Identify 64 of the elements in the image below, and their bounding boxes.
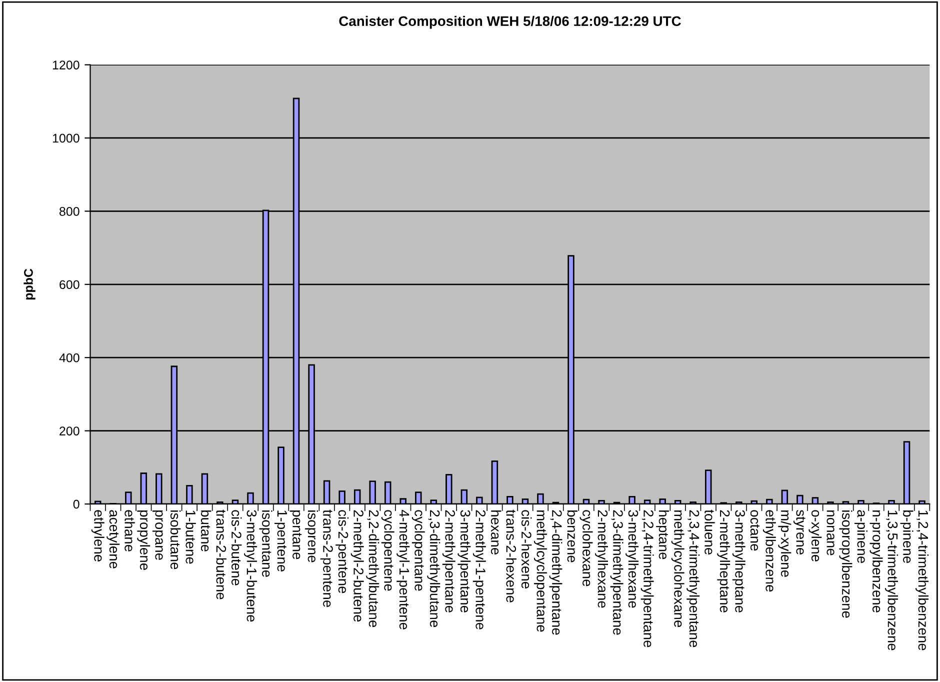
x-tick-label: cyclohexane: [580, 510, 593, 586]
x-tick-label: octane: [750, 510, 760, 551]
x-tick-label: isopropylbenzene: [839, 510, 852, 618]
x-tick-label: 1-butene: [186, 510, 196, 564]
x-tick-label: trans-2-pentene: [320, 510, 333, 607]
x-tick-label: 1,3,5-trimethylbenzene: [885, 510, 898, 650]
x-tick-label: methylcyclohexane: [671, 510, 684, 628]
x-tick-label: propylene: [137, 510, 150, 570]
x-tick-label: cyclopentene: [381, 510, 394, 591]
x-tick-label: 2,4-dimethylpentane: [549, 510, 562, 635]
y-tick-label: 1200: [52, 60, 80, 70]
x-tick-label: styrene: [793, 510, 806, 554]
x-tick-label: ethylbenzene: [762, 510, 776, 592]
x-tick-label: propane: [152, 510, 163, 560]
y-tick-label: 1000: [52, 134, 80, 143]
y-tick-label: 800: [60, 206, 80, 216]
x-tick-label: cis-2-hexene: [521, 510, 532, 588]
x-tick-label: a-pinene: [854, 510, 868, 563]
x-tick-label: 3-methylheptane: [732, 510, 746, 612]
x-tick-label: 2,2-dimethylbutane: [366, 510, 380, 628]
x-tick-label: heptane: [656, 510, 670, 560]
x-tick-label: 2-methylpentane: [442, 510, 456, 612]
x-tick-label: m/p-xylene: [778, 510, 792, 577]
y-tick-label: 0: [73, 500, 80, 509]
y-tick-label: 400: [59, 353, 80, 362]
x-tick-label: 2,2,4-trimethylpentane: [640, 510, 654, 648]
y-tick-label: 200: [60, 426, 80, 436]
x-tick-label: 4-methyl-1-pentene: [396, 510, 410, 630]
chart-title: Canister Composition WEH 5/18/06 12:09-12:29 UTC: [339, 16, 681, 29]
x-tick-label: 2,3,4-trimethylpentane: [686, 510, 700, 648]
x-tick-label: cis-2-butene: [232, 510, 242, 586]
x-tick-label: cis-2-pentene: [336, 510, 349, 594]
x-tick-label: 3-methylpentane: [458, 510, 471, 612]
x-tick-label: benzene: [567, 510, 578, 562]
x-tick-label: 2-methyl-1-pentene: [472, 510, 486, 630]
x-tick-label: nonane: [826, 510, 834, 556]
x-tick-label: toluene: [704, 510, 715, 555]
x-tick-label: isopentane: [259, 510, 272, 577]
x-tick-label: o-xylene: [808, 510, 822, 562]
x-tick-label: 2,3-dimethylbutane: [427, 510, 440, 628]
x-tick-label: n-propylbenzene: [870, 510, 883, 612]
x-tick-label: 3-methyl-1-butene: [244, 510, 257, 622]
x-tick-label: 2,3-dimethylpentane: [610, 510, 624, 635]
x-tick-label: cyclopentane: [412, 510, 425, 591]
x-tick-label: isoprene: [305, 510, 318, 562]
x-tick-label: 1-pentene: [274, 510, 287, 572]
x-tick-label: isobutane: [170, 510, 181, 570]
x-tick-label: 2-methyl-2-butene: [350, 510, 364, 622]
x-tick-label: hexane: [490, 510, 502, 555]
x-tick-label: pentane: [290, 510, 302, 560]
x-tick-label: trans-2-butene: [216, 510, 226, 600]
x-tick-label: 2-methylheptane: [717, 510, 730, 612]
y-axis-title: ppbC: [24, 268, 36, 300]
y-tick-label: 600: [60, 280, 80, 290]
x-tick-label: 1,2,4-trimethylbenzene: [916, 510, 929, 650]
x-tick-label: methylcyclopentane: [534, 510, 547, 632]
x-tick-label: trans-2-hexene: [506, 510, 516, 602]
x-tick-label: acetylene: [106, 510, 120, 568]
x-tick-label: ethylene: [91, 510, 104, 562]
x-tick-label: b-pinene: [900, 510, 914, 563]
x-tick-label: butane: [200, 510, 212, 552]
x-tick-label: 3-methylhexane: [626, 510, 639, 608]
x-tick-label: 2-methylhexane: [595, 510, 608, 608]
x-tick-label: ethane: [124, 510, 135, 552]
